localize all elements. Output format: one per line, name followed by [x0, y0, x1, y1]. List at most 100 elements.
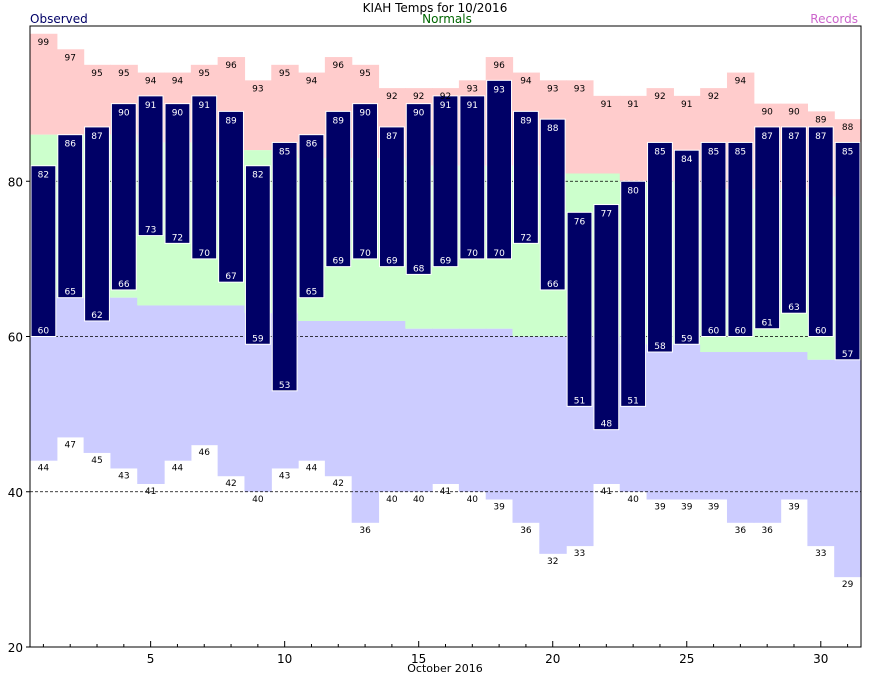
record-high-label: 90 [761, 108, 773, 118]
y-tick-label: 40 [8, 486, 23, 500]
observed-low-label: 60 [708, 327, 720, 337]
record-high-label: 92 [708, 92, 719, 102]
record-high-label: 94 [145, 77, 157, 87]
observed-high-label: 89 [333, 116, 345, 126]
observed-high-label: 90 [118, 109, 130, 119]
observed-high-label: 77 [601, 210, 612, 220]
observed-bar [781, 126, 807, 314]
record-low-band [726, 352, 755, 523]
record-high-label: 94 [735, 77, 747, 87]
observed-high-label: 80 [627, 186, 639, 196]
chart-title: KIAH Temps for 10/2016 [363, 1, 508, 15]
observed-high-label: 76 [574, 217, 586, 227]
observed-bar [30, 165, 57, 337]
record-low-label: 39 [681, 503, 693, 513]
record-high-band [271, 64, 299, 151]
record-low-label: 40 [413, 495, 425, 505]
record-low-band [110, 297, 138, 469]
observed-bar [459, 95, 486, 260]
record-high-label: 88 [842, 123, 854, 133]
observed-bar [405, 103, 432, 275]
record-high-label: 92 [654, 92, 665, 102]
record-low-label: 44 [38, 464, 50, 474]
record-high-label: 95 [118, 69, 129, 79]
record-low-band [700, 352, 728, 500]
record-low-band [432, 328, 460, 484]
observed-bar [727, 141, 754, 337]
observed-low-label: 53 [279, 381, 290, 391]
observed-high-label: 90 [172, 109, 184, 119]
record-low-band [190, 305, 219, 446]
record-low-band [458, 328, 487, 492]
observed-low-label: 62 [91, 311, 102, 321]
record-low-band [405, 328, 433, 492]
observed-low-label: 72 [172, 233, 183, 243]
observed-high-label: 89 [520, 116, 532, 126]
observed-bar [164, 103, 191, 244]
record-high-label: 94 [172, 77, 184, 87]
observed-bar [378, 126, 405, 268]
observed-bar [647, 141, 673, 353]
x-tick-label: 5 [147, 652, 155, 666]
observed-low-label: 69 [440, 257, 452, 267]
record-low-label: 29 [842, 580, 854, 590]
record-low-label: 40 [467, 495, 479, 505]
record-low-label: 43 [279, 471, 290, 481]
observed-bar [191, 95, 218, 260]
observed-low-label: 69 [333, 257, 345, 267]
observed-bar [352, 103, 378, 260]
record-high-label: 92 [386, 92, 397, 102]
record-high-band [592, 95, 621, 174]
observed-bar [486, 79, 513, 260]
observed-bar [57, 134, 84, 299]
legend-records: Records [810, 12, 858, 26]
record-low-label: 36 [359, 526, 371, 536]
record-high-label: 93 [467, 84, 478, 94]
observed-bar [539, 118, 566, 291]
observed-low-label: 70 [493, 249, 505, 259]
record-low-label: 39 [493, 503, 505, 513]
record-low-label: 45 [91, 456, 102, 466]
record-high-label: 91 [681, 100, 692, 110]
observed-low-label: 60 [815, 327, 827, 337]
x-axis-title: October 2016 [407, 662, 483, 675]
record-high-band [566, 80, 594, 174]
record-low-label: 36 [520, 526, 532, 536]
observed-bar [110, 103, 137, 291]
observed-low-label: 59 [681, 334, 693, 344]
observed-high-label: 91 [440, 101, 451, 111]
observed-bar [325, 110, 352, 268]
observed-low-label: 51 [627, 396, 638, 406]
observed-high-label: 86 [306, 140, 318, 150]
observed-high-label: 90 [359, 109, 371, 119]
record-low-band [834, 359, 862, 578]
observed-high-label: 91 [199, 101, 210, 111]
record-high-label: 90 [788, 108, 800, 118]
x-tick-label: 25 [679, 652, 694, 666]
observed-high-label: 85 [654, 147, 665, 157]
observed-low-label: 73 [145, 226, 156, 236]
record-low-label: 42 [225, 479, 236, 489]
legend-normals: Normals [422, 12, 472, 26]
observed-high-label: 87 [788, 132, 799, 142]
record-low-band [512, 336, 540, 523]
record-high-label: 94 [520, 77, 532, 87]
record-low-band [378, 320, 406, 492]
y-tick-label: 20 [8, 641, 23, 655]
legend-observed: Observed [30, 12, 88, 26]
observed-bar [271, 141, 298, 392]
observed-bar [244, 165, 271, 345]
record-high-label: 99 [38, 38, 50, 48]
record-low-label: 39 [788, 503, 800, 513]
observed-bar [673, 149, 700, 345]
record-low-label: 40 [386, 495, 398, 505]
record-low-band [646, 344, 674, 500]
record-low-label: 39 [654, 503, 666, 513]
observed-high-label: 85 [708, 147, 719, 157]
observed-low-label: 66 [118, 280, 130, 290]
record-high-label: 89 [815, 115, 827, 125]
observed-low-label: 61 [761, 319, 772, 329]
labels-layer: 99 82 60 44 97 86 65 47 95 87 62 45 95 90 66 43 94 91 73 41… [38, 38, 854, 590]
record-high-band [83, 64, 112, 135]
record-low-band [56, 297, 85, 438]
